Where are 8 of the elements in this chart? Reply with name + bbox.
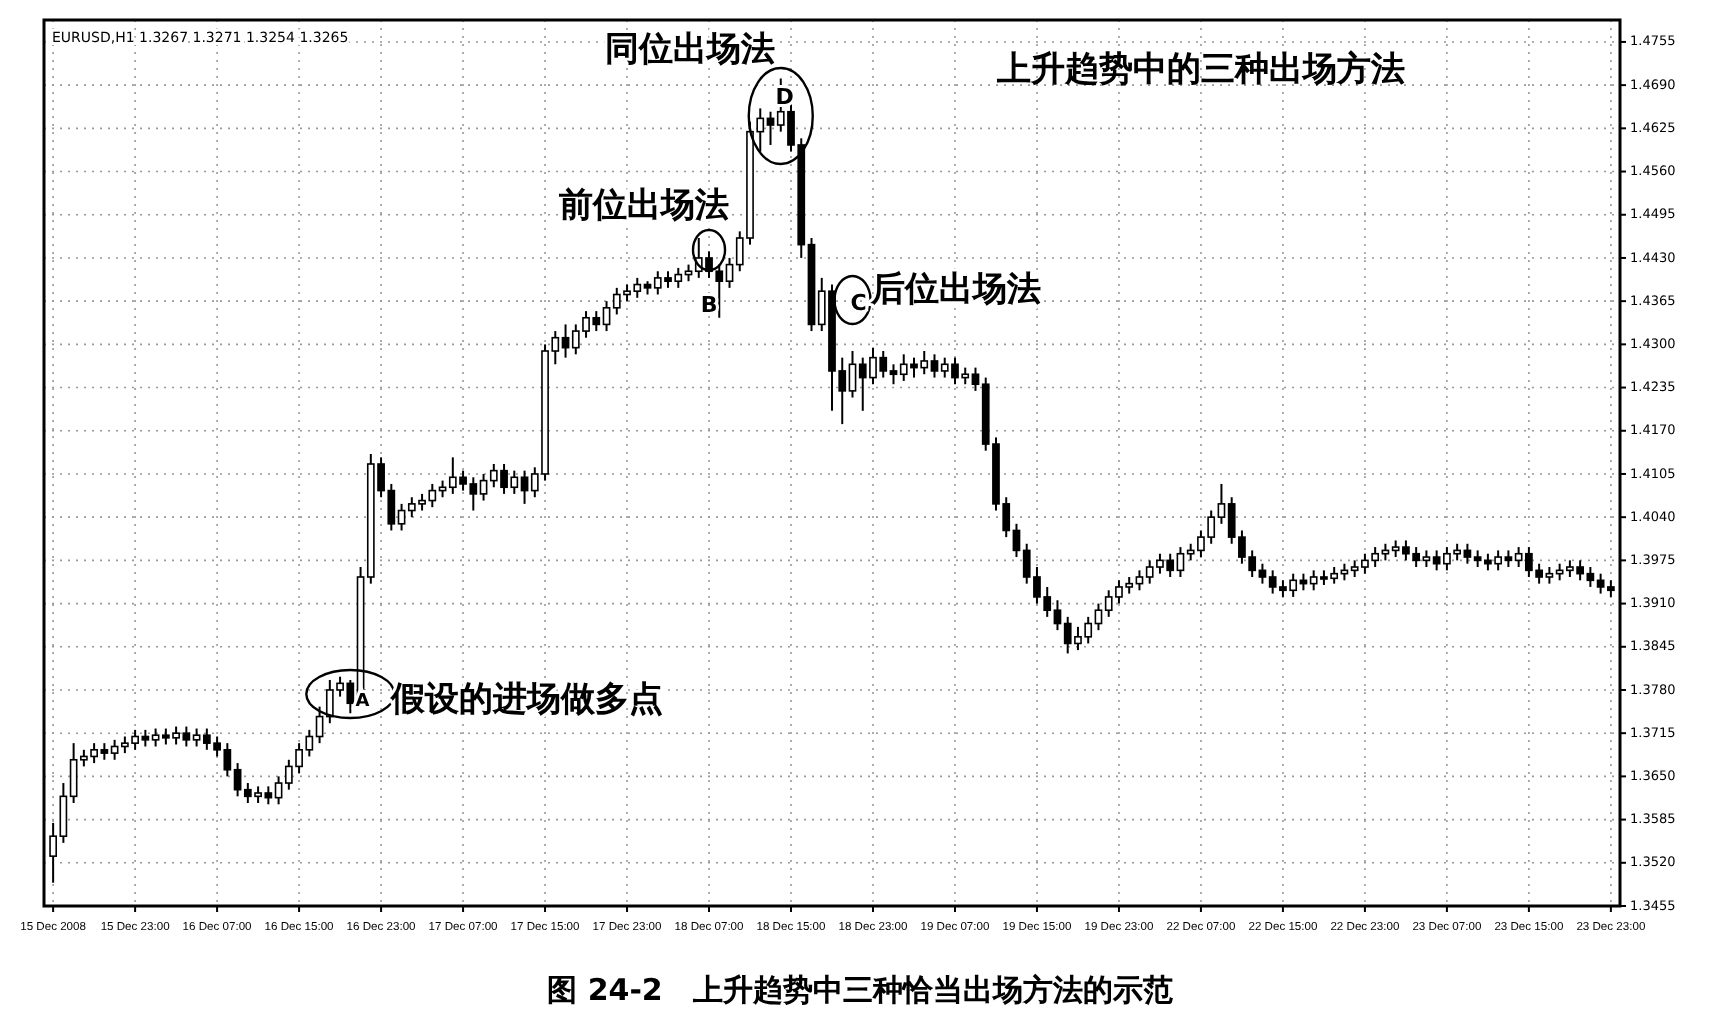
annotation: 前位出场法: [557, 186, 730, 226]
annotation: 后位出场法: [868, 270, 1041, 310]
text: 上升趋势中的三种出场方法: [994, 50, 1405, 90]
annotation: B: [700, 292, 718, 318]
annotation: 同位出场法: [604, 30, 775, 70]
annotation: 假设的进场做多点: [389, 680, 664, 720]
annotation: C: [850, 290, 867, 316]
caption: 图 24-2 上升趋势中三种恰当出场方法的示范: [547, 972, 1173, 1008]
